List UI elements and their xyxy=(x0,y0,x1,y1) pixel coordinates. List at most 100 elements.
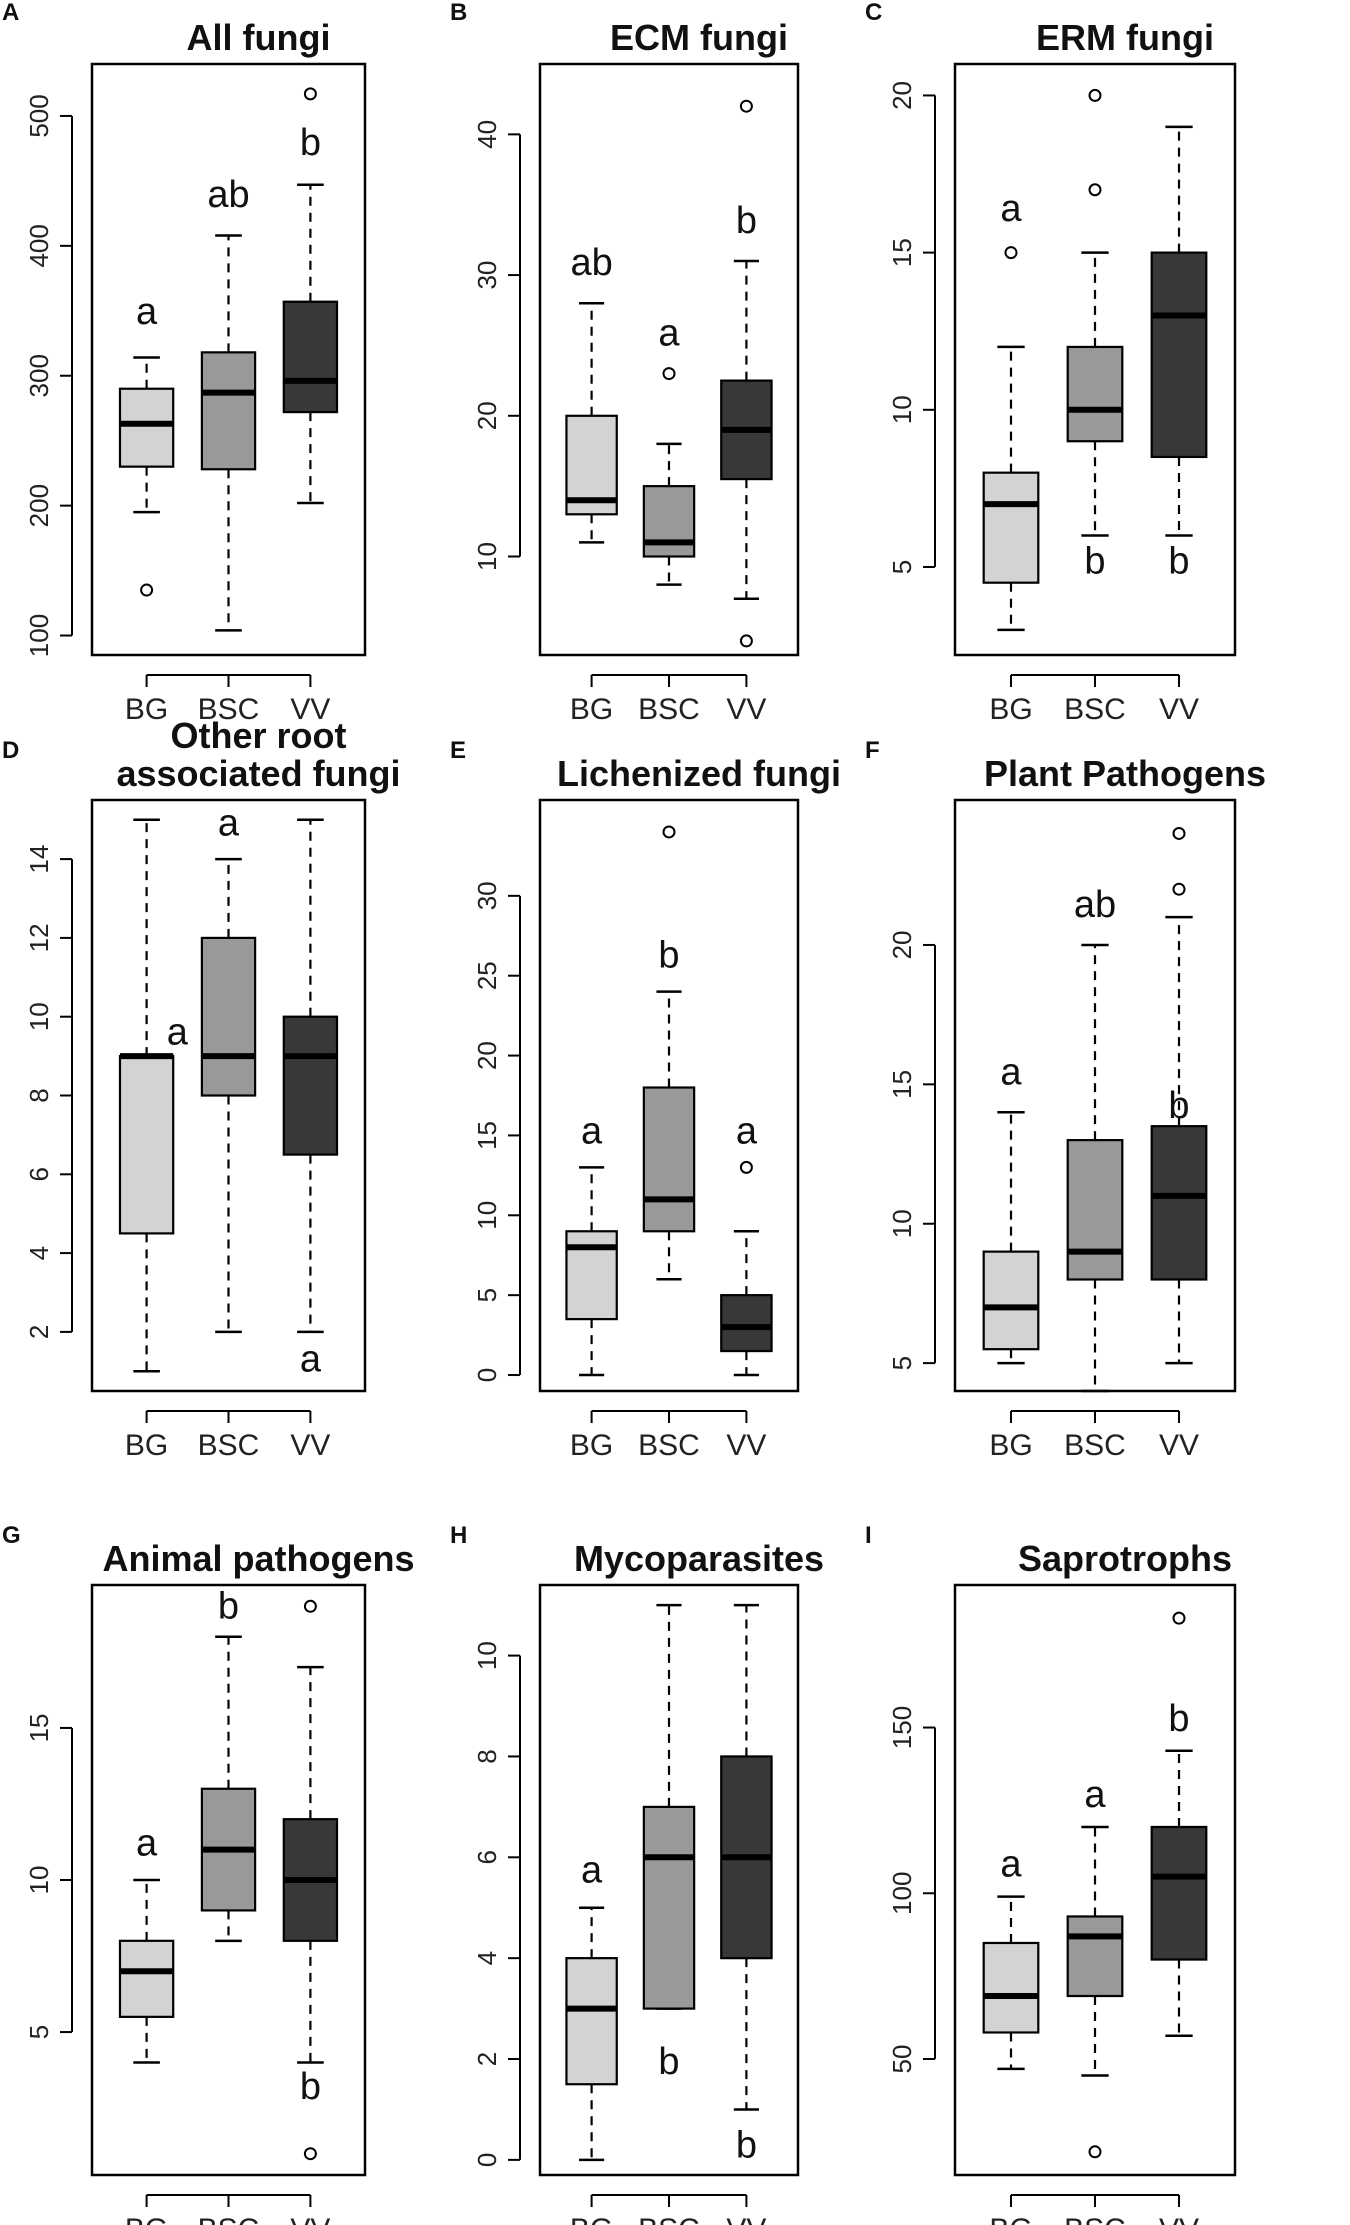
y-tick-label: 25 xyxy=(472,961,502,990)
x-tick-label: VV xyxy=(726,693,766,726)
significance-letter: a xyxy=(658,312,680,354)
y-tick-label: 40 xyxy=(472,120,502,149)
box-bsc xyxy=(1066,1825,1124,2159)
box-iqr xyxy=(982,471,1040,584)
box-iqr xyxy=(118,1939,175,2018)
plot-frame xyxy=(953,798,1237,1393)
panel-g: G Animal pathogens 5 10 15 BG BSC VV a b b xyxy=(2,1522,415,2225)
box-bg xyxy=(118,356,175,597)
y-tick-label: 150 xyxy=(887,1706,917,1749)
y-tick-label: 20 xyxy=(472,401,502,430)
x-tick-label: BG xyxy=(989,693,1032,726)
panel-label: F xyxy=(865,737,880,764)
panel-title: associated fungi xyxy=(116,753,400,794)
significance-letter: a xyxy=(1084,1774,1106,1816)
plot-frame xyxy=(953,1583,1237,2177)
y-tick-label: 10 xyxy=(472,1641,502,1670)
box-bsc xyxy=(642,825,696,1281)
panel-title: Animal pathogens xyxy=(102,1538,414,1579)
box-iqr xyxy=(642,1086,696,1233)
plot-frame xyxy=(90,62,367,657)
x-tick-label: BG xyxy=(125,693,168,726)
panel-label: D xyxy=(2,737,19,764)
significance-letter: a xyxy=(1000,188,1022,230)
y-tick-label: 100 xyxy=(24,614,54,657)
significance-letter: a xyxy=(581,1850,603,1892)
outlier-point xyxy=(739,634,753,648)
panel-label: I xyxy=(865,1522,872,1549)
box-bsc xyxy=(200,857,257,1334)
y-tick-label: 10 xyxy=(472,542,502,571)
y-tick-label: 10 xyxy=(887,1209,917,1238)
y-tick-label: 15 xyxy=(24,1713,54,1742)
panel-f: F Plant Pathogens 5 10 15 20 BG BSC VV a ab b xyxy=(865,737,1266,1462)
x-tick-label: BG xyxy=(989,1429,1032,1462)
y-tick-label: 100 xyxy=(887,1872,917,1915)
outlier-point xyxy=(303,87,317,101)
significance-letter: a xyxy=(581,1110,603,1152)
panel-a: A All fungi 100 200 300 400 500 BG BSC VV a ab b xyxy=(2,0,367,726)
y-tick-label: 50 xyxy=(887,2045,917,2074)
y-tick-label: 20 xyxy=(472,1041,502,1070)
y-tick-label: 4 xyxy=(24,1246,54,1260)
y-tick-label: 4 xyxy=(472,1951,502,1965)
y-tick-label: 30 xyxy=(472,881,502,910)
x-tick-label: BSC xyxy=(638,2213,700,2225)
y-tick-label: 5 xyxy=(887,1356,917,1370)
panel-title: Lichenized fungi xyxy=(557,753,841,794)
significance-letter: b xyxy=(300,2066,321,2108)
y-tick-label: 30 xyxy=(472,261,502,290)
box-iqr xyxy=(565,1957,618,2086)
box-iqr xyxy=(200,351,257,471)
y-tick-label: 14 xyxy=(24,845,54,874)
x-tick-label: BG xyxy=(570,693,613,726)
box-bsc xyxy=(642,367,696,586)
panel-title: Mycoparasites xyxy=(574,1538,824,1579)
box-vv xyxy=(1150,826,1208,1365)
box-iqr xyxy=(642,485,696,558)
significance-letter: b xyxy=(1084,540,1105,582)
x-tick-label: BSC xyxy=(1064,693,1126,726)
box-vv xyxy=(1150,1611,1208,2038)
box-bg xyxy=(118,1878,175,2064)
x-tick-label: VV xyxy=(1159,1429,1199,1462)
outlier-point xyxy=(303,1599,317,1613)
box-bg xyxy=(565,1166,618,1377)
x-tick-label: VV xyxy=(1159,693,1199,726)
box-iqr xyxy=(1150,251,1208,459)
outlier-point xyxy=(1088,2145,1102,2159)
y-tick-label: 20 xyxy=(887,931,917,960)
y-tick-label: 10 xyxy=(24,1002,54,1031)
box-iqr xyxy=(118,387,175,468)
box-iqr xyxy=(1066,1139,1124,1281)
panel-label: A xyxy=(2,0,19,26)
box-vv xyxy=(720,1603,773,2111)
box-iqr xyxy=(282,1015,339,1156)
y-tick-label: 0 xyxy=(472,1368,502,1382)
x-tick-label: VV xyxy=(290,693,330,726)
significance-letter: ab xyxy=(1074,884,1116,926)
significance-letter: b xyxy=(1168,1698,1189,1740)
outlier-point xyxy=(662,825,676,839)
outlier-point xyxy=(662,367,676,381)
outlier-point xyxy=(1088,183,1102,197)
box-bg xyxy=(982,246,1040,632)
box-bg xyxy=(565,301,618,544)
outlier-point xyxy=(1172,882,1186,896)
significance-letter: a xyxy=(136,1823,158,1865)
y-tick-label: 15 xyxy=(472,1121,502,1150)
significance-letter: b xyxy=(736,2124,757,2166)
box-iqr xyxy=(282,300,339,414)
box-bg xyxy=(982,1895,1040,2071)
panel-title: Other root xyxy=(171,715,347,756)
panel-label: C xyxy=(865,0,882,26)
y-tick-label: 200 xyxy=(24,484,54,527)
box-vv xyxy=(720,99,773,648)
box-vv xyxy=(282,1599,339,2161)
y-tick-label: 400 xyxy=(24,224,54,267)
panel-title: ERM fungi xyxy=(1036,17,1214,58)
panel-h: H Mycoparasites 0 2 4 6 8 10 BG BSC VV a b b xyxy=(450,1522,824,2225)
x-tick-label: BG xyxy=(570,1429,613,1462)
significance-letter: a xyxy=(1000,1051,1022,1093)
